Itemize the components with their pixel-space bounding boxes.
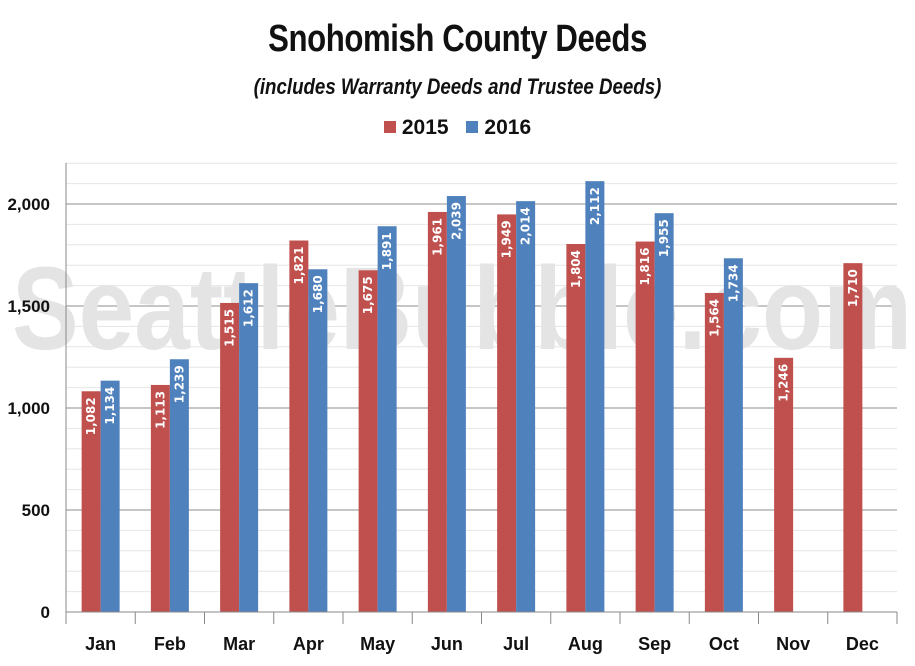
bar-2015-mar bbox=[220, 302, 240, 612]
bar-2016-jul bbox=[516, 201, 536, 613]
x-tick-label: Sep bbox=[638, 634, 671, 654]
bar-2016-mar bbox=[239, 283, 259, 612]
chart-title: Snohomish County Deeds bbox=[268, 18, 647, 60]
bar-2015-aug bbox=[566, 243, 586, 612]
chart-subtitle: (includes Warranty Deeds and Trustee Dee… bbox=[253, 74, 662, 99]
bar-value-label: 1,113 bbox=[153, 391, 167, 429]
x-tick-label: Dec bbox=[846, 634, 879, 654]
legend-label-2016: 2016 bbox=[484, 116, 532, 140]
bar-2016-feb bbox=[169, 359, 189, 612]
bar-value-label: 1,710 bbox=[846, 269, 860, 307]
bar-value-label: 2,112 bbox=[588, 187, 602, 225]
bar-value-label: 1,821 bbox=[292, 247, 306, 285]
bar-2015-may bbox=[358, 270, 378, 612]
bar-2016-sep bbox=[654, 213, 674, 612]
legend-label-2015: 2015 bbox=[401, 116, 449, 140]
bar-2015-jul bbox=[497, 214, 517, 613]
x-tick-label: Jul bbox=[503, 634, 529, 654]
legend: 2015 2016 bbox=[0, 116, 915, 140]
bar-value-label: 1,680 bbox=[311, 275, 325, 313]
bar-2015-sep bbox=[635, 241, 655, 612]
bar-2015-feb bbox=[150, 384, 170, 612]
bar-value-label: 1,564 bbox=[707, 299, 721, 337]
bar-2016-apr bbox=[308, 269, 328, 612]
x-tick-label: Feb bbox=[154, 634, 186, 654]
bars-layer: 1,082 1,113 1,515 1,821 1,675 1,961 1,949 1,804… bbox=[81, 181, 863, 613]
legend-swatch-2016 bbox=[466, 120, 479, 133]
bar-2015-jan bbox=[81, 391, 101, 612]
bar-value-label: 1,134 bbox=[103, 387, 117, 425]
x-tick-label: Apr bbox=[293, 634, 324, 654]
bar-2015-dec bbox=[843, 263, 863, 612]
bar-value-label: 1,612 bbox=[242, 289, 256, 327]
y-tick-label: 1,500 bbox=[7, 297, 50, 316]
bar-2015-jun bbox=[427, 211, 447, 612]
bar-value-label: 1,955 bbox=[657, 219, 671, 257]
legend-item-2015: 2015 bbox=[383, 116, 449, 140]
bar-2015-nov bbox=[774, 357, 794, 612]
legend-item-2016: 2016 bbox=[466, 116, 531, 140]
bar-value-label: 1,082 bbox=[84, 397, 98, 435]
bar-value-label: 1,804 bbox=[569, 250, 583, 288]
y-tick-label: 500 bbox=[22, 501, 50, 520]
y-tick-label: 1,000 bbox=[7, 399, 50, 418]
x-tick-label: Aug bbox=[568, 634, 603, 654]
bar-value-label: 1,891 bbox=[380, 232, 394, 270]
legend-swatch-2015 bbox=[383, 120, 396, 133]
x-tick-label: Jan bbox=[85, 634, 116, 654]
x-tick-label: Nov bbox=[776, 634, 810, 654]
bar-value-label: 1,246 bbox=[777, 364, 791, 402]
x-tick-label: Jun bbox=[431, 634, 463, 654]
bar-2016-aug bbox=[585, 181, 605, 613]
bar-2016-oct bbox=[723, 258, 743, 612]
bar-value-label: 1,675 bbox=[361, 276, 375, 314]
bar-2015-apr bbox=[289, 240, 309, 613]
y-tick-label: 0 bbox=[41, 603, 50, 622]
y-tick-label: 2,000 bbox=[7, 195, 50, 214]
bar-value-label: 1,949 bbox=[500, 220, 514, 258]
bar-2015-oct bbox=[704, 292, 724, 612]
bar-2016-jun bbox=[446, 196, 466, 612]
bar-2016-may bbox=[377, 226, 397, 612]
grid-layer bbox=[66, 162, 897, 593]
x-tick-label: Mar bbox=[223, 634, 255, 654]
bar-2016-jan bbox=[100, 380, 120, 612]
bar-value-label: 1,515 bbox=[223, 309, 237, 347]
bar-value-label: 1,239 bbox=[172, 365, 186, 403]
bar-value-label: 1,816 bbox=[638, 248, 652, 286]
bar-value-label: 2,014 bbox=[519, 207, 533, 245]
axis-layer: 0 500 1,000 1,500 2,000 Jan Feb Mar Apr May Jun Jul… bbox=[7, 163, 898, 654]
bar-value-label: 2,039 bbox=[449, 202, 463, 240]
bar-value-label: 1,961 bbox=[430, 218, 444, 256]
x-tick-label: May bbox=[360, 634, 395, 654]
bar-value-label: 1,734 bbox=[726, 264, 740, 302]
x-tick-label: Oct bbox=[709, 634, 739, 654]
